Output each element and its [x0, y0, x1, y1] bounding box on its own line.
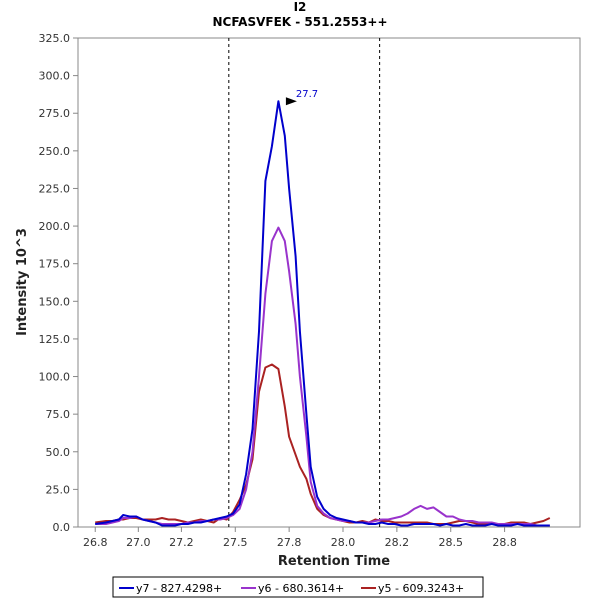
x-tick-label: 27.8 [277, 536, 302, 549]
x-tick-label: 27.5 [223, 536, 248, 549]
y-tick-label: 175.0 [39, 258, 71, 271]
peak-annotation: 27.7 [285, 89, 318, 106]
legend-entry: y5 - 609.3243+ [378, 582, 464, 595]
series-lines [95, 100, 551, 527]
y-tick-label: 0.0 [53, 521, 71, 534]
x-tick-label: 28.5 [438, 536, 463, 549]
x-tick-label: 27.2 [169, 536, 194, 549]
y-tick-label: 25.0 [46, 483, 71, 496]
y-tick-label: 125.0 [39, 333, 71, 346]
chart-title: I2 [294, 0, 307, 14]
y-tick-label: 150.0 [39, 295, 71, 308]
legend-entry: y6 - 680.3614+ [258, 582, 344, 595]
y-tick-label: 50.0 [46, 446, 71, 459]
legend: y7 - 827.4298+ y6 - 680.3614+ y5 - 609.324… [112, 576, 484, 598]
x-tick-label: 26.8 [83, 536, 108, 549]
y-tick-label: 75.0 [46, 408, 71, 421]
x-tick-label: 28.0 [331, 536, 356, 549]
series-line [95, 363, 551, 525]
y-tick-label: 275.0 [39, 107, 71, 120]
y-tick-label: 225.0 [39, 182, 71, 195]
y-axis-label: Intensity 10^3 [15, 228, 30, 336]
y-tick-label: 250.0 [39, 145, 71, 158]
y-tick-label: 300.0 [39, 70, 71, 83]
plot-area [77, 37, 581, 528]
x-axis-label: Retention Time [278, 554, 390, 569]
x-tick-label: 27.0 [126, 536, 151, 549]
legend-box [112, 576, 484, 598]
peak-marker-icon [285, 97, 297, 106]
legend-entry: y7 - 827.4298+ [136, 582, 222, 595]
series-line [95, 100, 550, 527]
series-line [95, 226, 550, 527]
y-axis-ticks: 0.0 25.0 50.0 75.0 100.0 125.0 150.0 175.0 200.0… [39, 32, 78, 534]
x-tick-label: 28.2 [385, 536, 410, 549]
chart-subtitle: NCFASVFEK - 551.2553++ [212, 15, 387, 29]
y-tick-label: 325.0 [39, 32, 71, 45]
y-tick-label: 100.0 [39, 371, 71, 384]
x-tick-label: 28.8 [492, 536, 517, 549]
y-tick-label: 200.0 [39, 220, 71, 233]
x-axis-ticks: 26.8 27.0 27.2 27.5 27.8 28.0 28.2 28.5 28.8 [83, 527, 517, 549]
peak-label: 27.7 [296, 89, 318, 100]
